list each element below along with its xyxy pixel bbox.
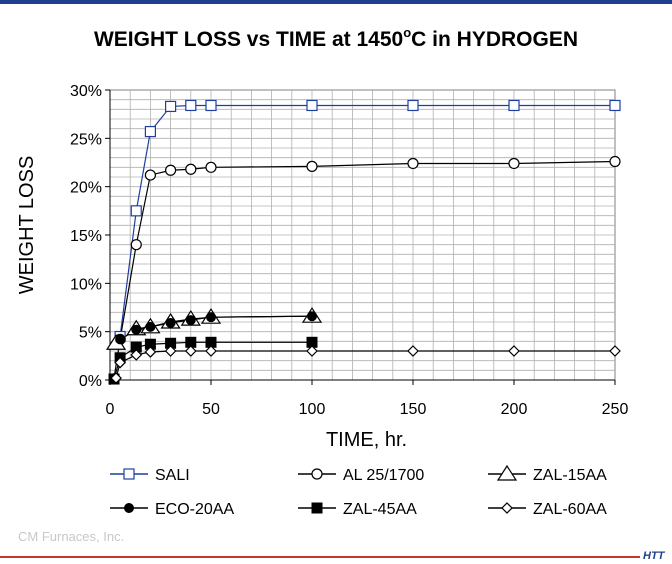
data-point-5 (164, 345, 177, 357)
data-point-0 (130, 205, 142, 217)
y-tick-label: 0% (79, 373, 102, 390)
y-tick-label: 20% (70, 180, 102, 197)
legend-marker (123, 468, 135, 480)
y-tick-label: 5% (79, 325, 102, 342)
data-point-1 (306, 160, 318, 172)
legend-marker (124, 503, 134, 513)
data-point-5 (306, 345, 318, 357)
data-point-5 (110, 372, 122, 384)
data-point-5 (130, 349, 143, 361)
data-point-5 (609, 345, 621, 357)
chart-title-main: WEIGHT LOSS vs TIME at 1450 (93, 28, 404, 51)
data-point-1 (508, 157, 520, 170)
data-point-0 (609, 99, 621, 112)
series-line-1 (119, 160, 616, 340)
data-point-0 (165, 100, 177, 113)
data-point-3 (165, 317, 176, 328)
series-line-0 (119, 104, 615, 337)
chart-title-degree: o (403, 25, 412, 40)
footer-credit: CM Furnaces, Inc. (18, 529, 125, 544)
x-axis-label: TIME, hr. (326, 429, 407, 451)
data-point-1 (205, 161, 217, 173)
legend-entry: ZAL-60AA (533, 501, 607, 518)
data-point-5 (205, 345, 217, 357)
x-tick-label: 0 (106, 401, 115, 418)
brand-logo: HTT (643, 550, 665, 562)
data-point-3 (131, 324, 142, 335)
data-point-5 (114, 356, 126, 369)
data-point-3 (206, 312, 216, 323)
data-point-1 (165, 164, 177, 176)
x-tick-label: 200 (501, 401, 528, 418)
legend-marker (496, 464, 518, 481)
y-tick-label: 15% (70, 228, 102, 245)
legend-entry: ZAL-45AA (343, 501, 417, 518)
legend-entry: ECO-20AA (155, 501, 234, 518)
legend-entry: SALI (155, 467, 190, 484)
x-tick-label: 100 (299, 401, 326, 418)
legend-marker (311, 468, 323, 480)
data-point-0 (508, 99, 520, 112)
chart-title-tail: C in HYDROGEN (411, 28, 579, 51)
x-tick-label: 150 (400, 401, 427, 418)
data-point-1 (185, 163, 197, 175)
y-tick-label: 10% (70, 276, 102, 293)
data-point-0 (407, 99, 419, 112)
data-point-1 (130, 239, 142, 251)
data-point-5 (184, 345, 197, 357)
data-point-0 (144, 125, 156, 138)
data-point-1 (144, 169, 156, 181)
x-tick-label: 250 (602, 401, 629, 418)
data-point-3 (145, 321, 156, 332)
bottom-rule (0, 556, 640, 558)
data-point-0 (306, 99, 318, 112)
legend-entry: ZAL-15AA (533, 467, 607, 484)
data-point-5 (144, 346, 157, 358)
data-point-0 (185, 99, 197, 112)
y-tick-label: 25% (70, 131, 102, 148)
data-point-0 (205, 99, 217, 112)
legend-marker (501, 502, 513, 514)
data-point-3 (185, 315, 196, 326)
data-point-3 (307, 311, 317, 322)
legend-marker (311, 502, 323, 514)
legend-entry: AL 25/1700 (343, 467, 424, 484)
chart-title: WEIGHT LOSS vs TIME at 1450oC in HYDROGE… (0, 25, 672, 52)
data-point-5 (407, 345, 419, 357)
data-point-1 (407, 157, 419, 170)
top-rule (0, 0, 672, 4)
data-point-5 (508, 345, 520, 357)
data-point-1 (609, 155, 621, 168)
data-point-3 (115, 334, 126, 345)
x-tick-label: 50 (202, 401, 220, 418)
y-axis-label: WEIGHT LOSS (16, 156, 38, 295)
y-tick-label: 30% (70, 83, 102, 100)
